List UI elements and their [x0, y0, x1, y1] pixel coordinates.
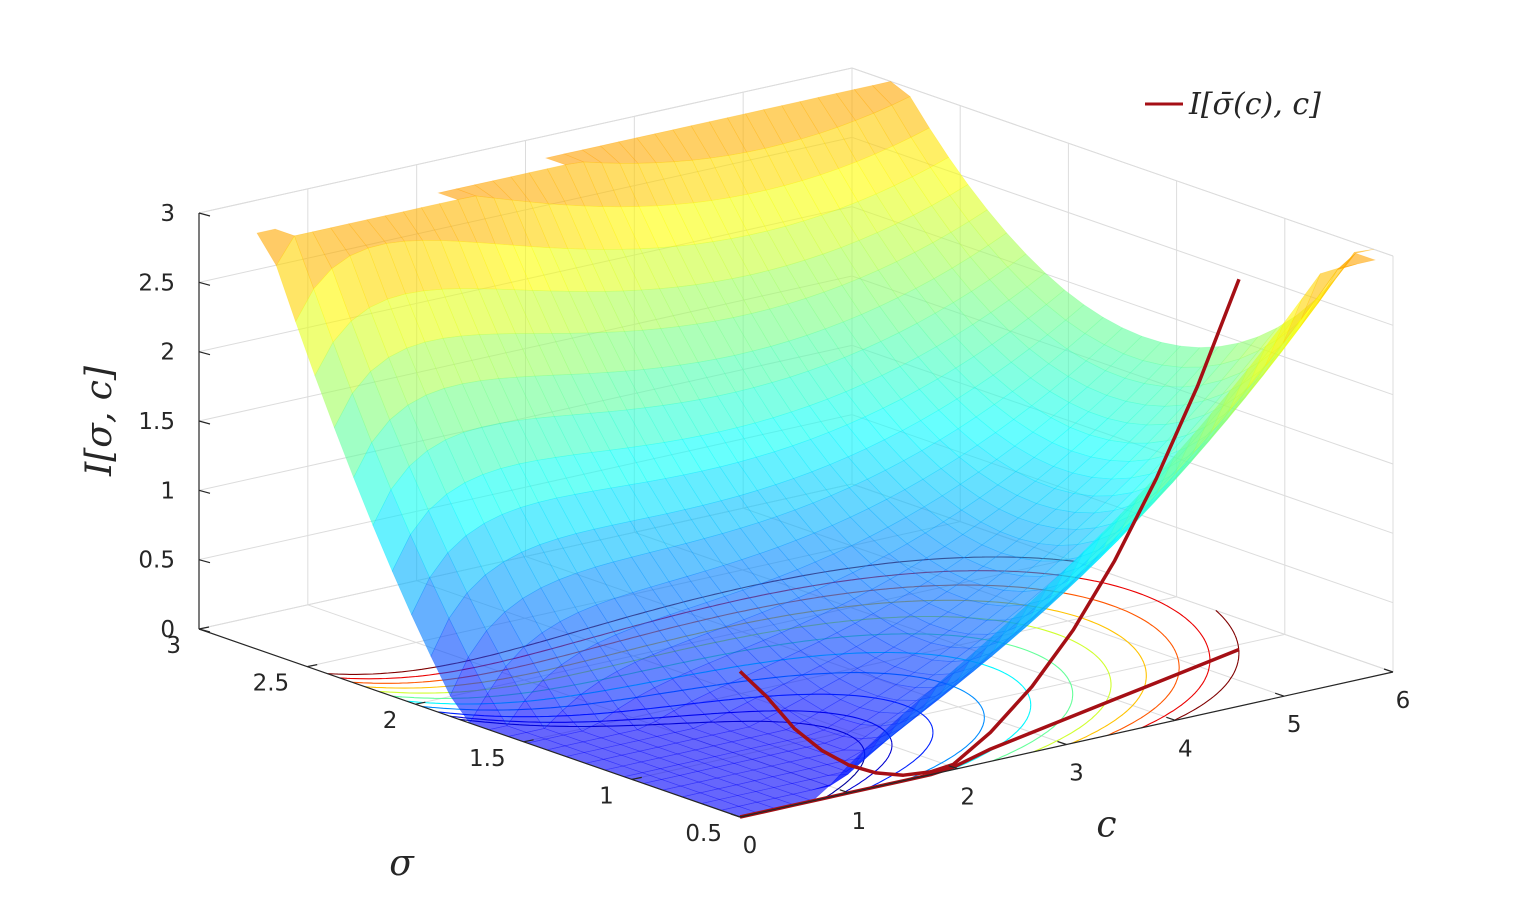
- z-tick: [198, 281, 211, 286]
- z-tick-label: 2.5: [138, 270, 175, 296]
- min-curve-surface: [738, 278, 1241, 777]
- c-tick-label: 3: [1069, 761, 1084, 787]
- c-axis-label: c: [1096, 805, 1116, 846]
- legend-label: I[σ̄(c), c]: [1188, 87, 1321, 122]
- sigma-tick: [631, 776, 642, 780]
- c-tick-label: 2: [960, 785, 975, 811]
- surface-patch: [1282, 273, 1321, 344]
- z-tick: [198, 420, 211, 425]
- sigma-tick: [198, 626, 210, 630]
- c-tick: [1057, 740, 1067, 746]
- sigma-tick-label: 3: [166, 633, 181, 659]
- c-tick-label: 0: [743, 833, 758, 859]
- c-tick: [839, 789, 850, 794]
- surface-patch: [1337, 252, 1376, 270]
- c-tick-label: 4: [1178, 736, 1193, 762]
- c-tick: [1383, 668, 1394, 673]
- sigma-tick-label: 0.5: [685, 821, 722, 847]
- surface-layer: [256, 81, 1376, 818]
- z-tick: [198, 351, 211, 356]
- z-tick: [198, 489, 211, 494]
- sigma-tick-label: 1: [599, 783, 614, 809]
- c-tick-label: 5: [1287, 712, 1302, 738]
- box-edge: [851, 67, 1394, 257]
- sigma-tick: [739, 814, 751, 818]
- sigma-tick-label: 2.5: [253, 671, 290, 697]
- sigma-tick: [523, 739, 534, 743]
- z-axis-label: I[σ, c]: [79, 365, 120, 477]
- surface-patch: [1335, 249, 1374, 279]
- c-tick-label: 1: [852, 809, 867, 835]
- z-tick-label: 1: [160, 478, 175, 504]
- z-tick-label: 0.5: [138, 548, 175, 574]
- z-tick: [198, 628, 211, 633]
- sigma-axis-line: [198, 628, 741, 818]
- z-tick: [198, 559, 211, 564]
- z-tick-label: 0: [160, 617, 175, 643]
- sigma-axis-label: σ: [389, 843, 415, 884]
- sigma-tick: [415, 701, 426, 705]
- c-tick: [730, 813, 741, 818]
- z-tick: [198, 212, 211, 217]
- c-tick: [948, 765, 958, 770]
- z-tick-label: 3: [160, 201, 175, 227]
- z-tick-label: 2: [160, 340, 175, 366]
- c-tick: [1166, 716, 1176, 721]
- box-edge: [198, 67, 853, 214]
- z-tick-label: 1.5: [138, 409, 175, 435]
- surface-patch: [968, 209, 1008, 246]
- sigma-tick-label: 2: [383, 708, 398, 734]
- c-tick: [1274, 692, 1285, 697]
- sigma-tick: [307, 664, 318, 668]
- sigma-tick-label: 1.5: [469, 746, 506, 772]
- legend: I[σ̄(c), c]: [1145, 87, 1321, 122]
- c-tick-label: 6: [1396, 688, 1411, 714]
